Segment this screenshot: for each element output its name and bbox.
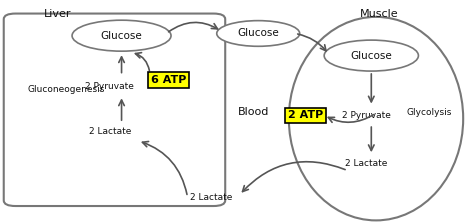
Text: Glucose: Glucose xyxy=(237,28,279,39)
Ellipse shape xyxy=(289,17,463,220)
Text: 2 ATP: 2 ATP xyxy=(288,110,323,120)
Text: 2 Lactate: 2 Lactate xyxy=(89,127,131,136)
Text: 2 Pyruvate: 2 Pyruvate xyxy=(85,82,134,91)
Text: Glucose: Glucose xyxy=(350,51,392,60)
Ellipse shape xyxy=(72,20,171,51)
Text: 2 Lactate: 2 Lactate xyxy=(190,193,232,202)
Text: 6 ATP: 6 ATP xyxy=(151,75,186,85)
Text: Muscle: Muscle xyxy=(359,9,398,19)
Ellipse shape xyxy=(217,21,300,46)
FancyBboxPatch shape xyxy=(4,14,225,206)
Text: Liver: Liver xyxy=(44,9,71,19)
Text: 2 Lactate: 2 Lactate xyxy=(346,159,388,168)
Ellipse shape xyxy=(324,40,419,71)
Text: Blood: Blood xyxy=(238,107,269,117)
Text: 2 Pyruvate: 2 Pyruvate xyxy=(342,111,391,120)
Text: Gluconeogenesis: Gluconeogenesis xyxy=(27,85,105,94)
Text: Glucose: Glucose xyxy=(100,31,142,41)
Text: Glycolysis: Glycolysis xyxy=(406,108,451,116)
